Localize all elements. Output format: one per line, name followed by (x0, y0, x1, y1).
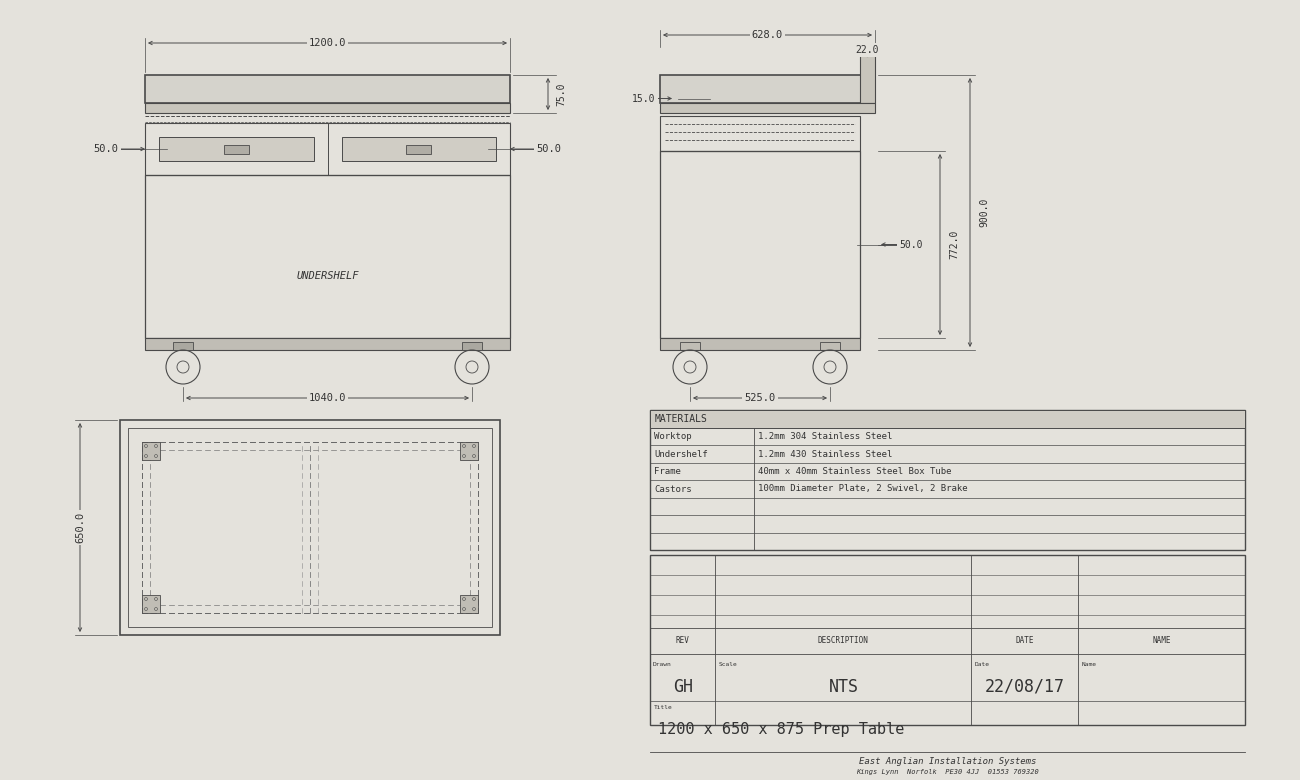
Text: 100mm Diameter Plate, 2 Swivel, 2 Brake: 100mm Diameter Plate, 2 Swivel, 2 Brake (758, 484, 967, 494)
Text: 650.0: 650.0 (75, 512, 84, 543)
Bar (142, 595, 160, 613)
Text: 50.0: 50.0 (900, 239, 923, 250)
Text: 75.0: 75.0 (556, 82, 566, 106)
Text: Undershelf: Undershelf (654, 449, 707, 459)
Text: NTS: NTS (828, 678, 858, 696)
Bar (660, 116, 861, 151)
Text: 628.0: 628.0 (751, 30, 783, 40)
Text: Drawn: Drawn (653, 661, 672, 667)
Bar (173, 342, 192, 350)
Bar (650, 555, 1245, 725)
Text: UNDERSHELF: UNDERSHELF (296, 271, 359, 281)
Bar (660, 338, 861, 350)
Text: 22.0: 22.0 (855, 45, 879, 55)
Bar (146, 175, 510, 338)
Text: 772.0: 772.0 (949, 230, 959, 259)
Text: 15.0: 15.0 (632, 94, 655, 104)
Bar (120, 420, 500, 635)
Text: 900.0: 900.0 (979, 198, 989, 227)
Bar (146, 338, 510, 350)
Text: 1.2mm 430 Stainless Steel: 1.2mm 430 Stainless Steel (758, 449, 893, 459)
Text: 525.0: 525.0 (745, 393, 776, 403)
Text: East Anglian Installation Systems: East Anglian Installation Systems (859, 757, 1036, 766)
Text: 22/08/17: 22/08/17 (985, 678, 1065, 696)
Text: Kings Lynn  Norfolk  PE30 4JJ  01553 769320: Kings Lynn Norfolk PE30 4JJ 01553 769320 (857, 769, 1039, 775)
Text: Castors: Castors (654, 484, 692, 494)
Text: 1.2mm 304 Stainless Steel: 1.2mm 304 Stainless Steel (758, 432, 893, 441)
Text: 40mm x 40mm Stainless Steel Box Tube: 40mm x 40mm Stainless Steel Box Tube (758, 467, 952, 476)
Bar (650, 410, 1245, 550)
Text: 50.0: 50.0 (94, 144, 118, 154)
Text: Name: Name (1082, 661, 1096, 667)
Bar (159, 137, 313, 161)
Text: REV: REV (676, 636, 690, 645)
Bar (224, 144, 248, 154)
Bar (680, 342, 699, 350)
Text: Title: Title (654, 705, 673, 711)
Bar (142, 442, 160, 460)
Text: Worktop: Worktop (654, 432, 692, 441)
Bar (861, 50, 875, 103)
Text: NAME: NAME (1153, 636, 1171, 645)
Text: Date: Date (974, 661, 989, 667)
Text: Frame: Frame (654, 467, 681, 476)
Bar (146, 123, 510, 175)
Bar (127, 428, 491, 627)
Bar (660, 103, 875, 113)
Text: MATERIALS: MATERIALS (655, 414, 709, 424)
Text: 1040.0: 1040.0 (309, 393, 346, 403)
Text: Scale: Scale (719, 661, 737, 667)
Bar (146, 103, 510, 113)
Bar (406, 144, 432, 154)
Bar (460, 442, 478, 460)
Bar (462, 342, 482, 350)
Text: GH: GH (672, 678, 693, 696)
Bar (650, 410, 1245, 428)
Text: DATE: DATE (1015, 636, 1034, 645)
Text: 1200 x 650 x 875 Prep Table: 1200 x 650 x 875 Prep Table (658, 722, 905, 737)
Bar (660, 75, 875, 103)
Bar (342, 137, 497, 161)
Bar (660, 151, 861, 338)
Text: 1200.0: 1200.0 (309, 38, 346, 48)
Text: DESCRIPTION: DESCRIPTION (818, 636, 868, 645)
Bar (460, 595, 478, 613)
Text: 50.0: 50.0 (537, 144, 562, 154)
Bar (820, 342, 840, 350)
Bar (146, 75, 510, 103)
